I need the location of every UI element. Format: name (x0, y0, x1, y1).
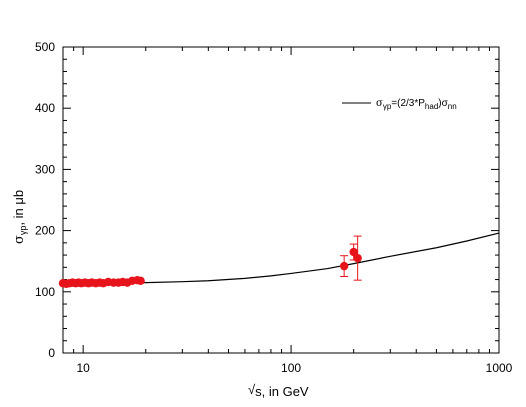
tick-labels: 10 100 1000 0 100 200 300 400 500 (35, 40, 513, 375)
legend-label: σγp=(2/3*Phad)σnn (376, 98, 457, 111)
axis-ticks (62, 46, 500, 354)
data-point (349, 247, 358, 257)
x-tick-label: 100 (281, 361, 301, 375)
y-tick-label: 0 (48, 346, 55, 360)
y-tick-label: 400 (35, 101, 55, 115)
model-curve-layer (62, 232, 500, 285)
data-point (353, 253, 362, 263)
plot-frame (62, 46, 500, 354)
data-points-layer (58, 235, 362, 289)
y-tick-label: 200 (35, 224, 55, 238)
x-tick-label: 1000 (486, 361, 513, 375)
y-axis-title: σγp, in μb (11, 190, 28, 244)
data-point (136, 276, 145, 285)
x-axis-title: √s, in GeV (248, 382, 309, 399)
y-tick-label: 500 (35, 40, 55, 54)
model-curve (62, 232, 500, 285)
y-tick-label: 300 (35, 162, 55, 176)
y-tick-label: 100 (35, 285, 55, 299)
x-tick-label: 10 (76, 361, 90, 375)
data-point (339, 261, 349, 271)
legend: σγp=(2/3*Phad)σnn (342, 98, 457, 111)
